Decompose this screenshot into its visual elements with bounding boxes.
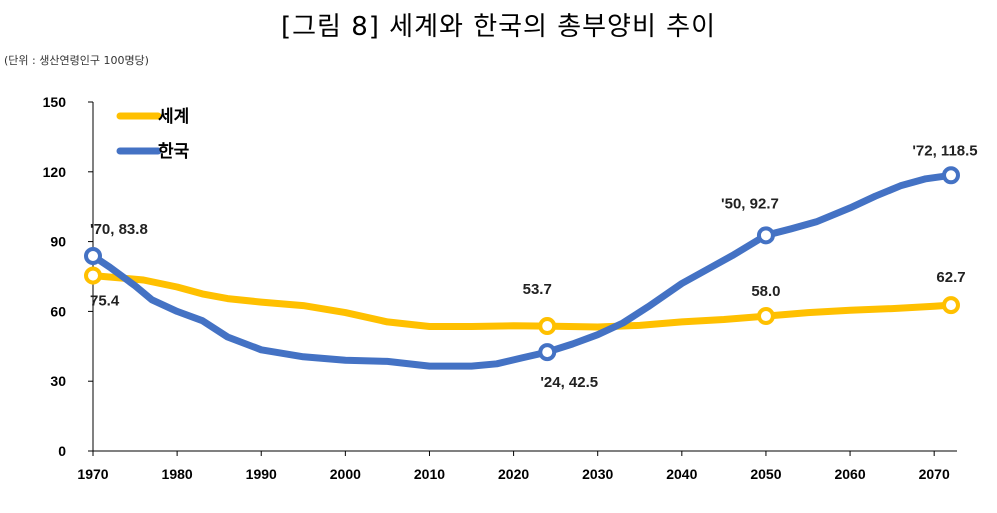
data-marker [538, 343, 557, 362]
data-label: 58.0 [751, 283, 780, 300]
data-labels: '70, 83.8 75.4 53.7 '24, 42.5 '50, 92.7 58.0 '… [90, 142, 978, 391]
data-marker [84, 266, 102, 285]
data-marker [942, 166, 960, 185]
unit-note: (단위 : 생산연령인구 100명당) [4, 54, 149, 67]
x-tick-label: 2030 [582, 466, 613, 482]
legend-label: 한국 [158, 142, 190, 162]
data-label: '24, 42.5 [540, 374, 598, 391]
x-tick-label: 2040 [666, 466, 697, 482]
data-marker [942, 296, 960, 315]
data-label: 75.4 [90, 293, 120, 310]
series-line-1 [89, 171, 955, 370]
data-marker [756, 226, 775, 245]
y-tick-label: 150 [43, 94, 67, 110]
y-tick-label: 0 [58, 443, 66, 459]
data-label: '72, 118.5 [912, 142, 977, 159]
data-label: 53.7 [523, 281, 552, 298]
y-tick-label: 120 [43, 164, 67, 180]
y-tick-label: 60 [50, 303, 66, 319]
x-tick-label: 2050 [750, 466, 781, 482]
series-lines [89, 171, 955, 370]
x-tick-label: 2070 [919, 466, 950, 482]
x-tick-label: 2020 [498, 466, 529, 482]
x-tick-label: 1980 [162, 466, 193, 482]
y-tick-label: 30 [50, 373, 66, 389]
data-label: 62.7 [936, 269, 965, 286]
x-tick-label: 2010 [414, 466, 445, 482]
data-marker [538, 317, 557, 336]
data-marker [84, 247, 102, 266]
y-tick-label: 90 [50, 234, 66, 250]
data-marker [756, 307, 775, 326]
x-tick-label: 2000 [330, 466, 361, 482]
x-tick-label: 1990 [246, 466, 277, 482]
series-line-0 [89, 272, 955, 331]
data-markers [84, 166, 960, 362]
legend-label: 세계 [158, 107, 189, 127]
chart-title: [그림 8] 세계와 한국의 총부양비 추이 [280, 12, 717, 42]
data-label: '70, 83.8 [90, 221, 148, 238]
x-tick-label: 2060 [834, 466, 865, 482]
data-label: '50, 92.7 [721, 195, 779, 212]
x-tick-label: 1970 [77, 466, 108, 482]
